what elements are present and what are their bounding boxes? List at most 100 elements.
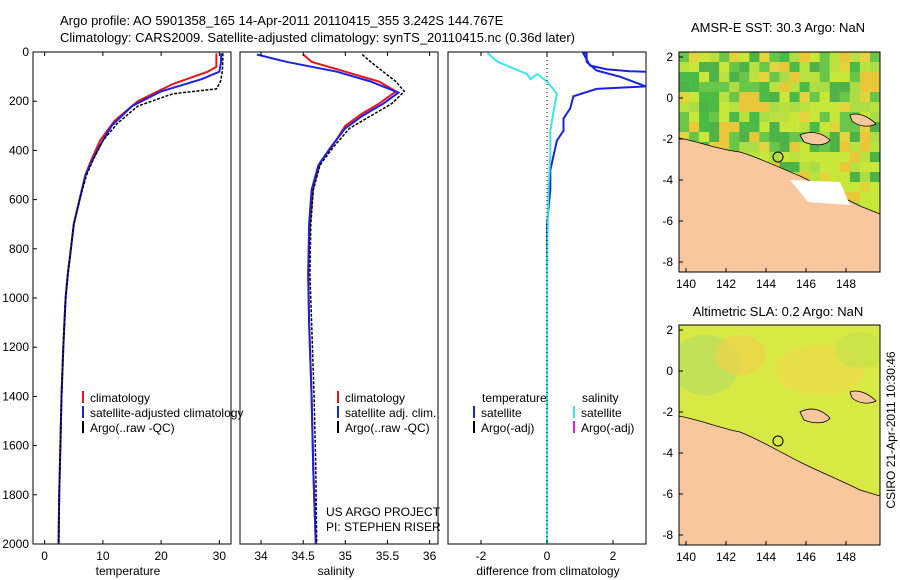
sst-map-cell — [759, 122, 770, 133]
sst-map-cell — [689, 72, 700, 83]
sst-map-cell — [799, 52, 810, 63]
sst-map-cell — [849, 152, 860, 163]
side-label: CSIRO 21-Apr-2011 10:30:46 — [884, 351, 898, 509]
sst-map-cell — [839, 182, 850, 193]
sst-map-cell — [859, 62, 870, 73]
sst-map-cell — [769, 102, 780, 113]
y-tick-label: 600 — [9, 193, 29, 207]
sst-map-cell — [839, 132, 850, 143]
sst-map-cell — [739, 142, 750, 153]
sst-map-cell — [869, 172, 880, 183]
y-tick-label: 200 — [9, 94, 29, 108]
sst-map-cell — [719, 142, 730, 153]
legend-temp-argo-label: Argo(-adj) — [481, 421, 534, 435]
legend-climatology-label: climatology — [90, 391, 150, 405]
sst-map-cell — [709, 62, 720, 73]
sst-map-cell — [809, 112, 820, 123]
sst-map-cell — [799, 72, 810, 83]
sst-map-cell — [859, 192, 870, 203]
sst-map-cell — [829, 52, 840, 63]
sst-map-cell — [719, 52, 730, 63]
sst-map-cell — [689, 62, 700, 73]
map-y-tick-label: -2 — [662, 132, 673, 146]
header-line-2: Climatology: CARS2009. Satellite-adjuste… — [60, 30, 575, 45]
y-tick-label: 800 — [9, 242, 29, 256]
sst-map-cell — [739, 112, 750, 123]
legend-argo-label: Argo(..raw -QC) — [90, 421, 175, 435]
sst-map-cell — [839, 72, 850, 83]
difference-plot — [486, 52, 646, 544]
map-x-tick-label: 144 — [756, 277, 776, 291]
sst-map-cell — [809, 52, 820, 63]
sst-map-cell — [749, 122, 760, 133]
sst-map-cell — [769, 122, 780, 133]
x-tick-label: 0 — [41, 549, 48, 563]
sst-map-cell — [739, 72, 750, 83]
sst-map-cell — [679, 52, 690, 63]
sla-map — [679, 325, 880, 545]
sst-map-cell — [729, 82, 740, 93]
sst-map-cell — [849, 82, 860, 93]
sst-map-cell — [699, 82, 710, 93]
map-x-tick-label: 140 — [676, 550, 696, 564]
sst-map-island — [849, 113, 877, 127]
sst-map-cell — [749, 52, 760, 63]
y-tick-label: 400 — [9, 143, 29, 157]
sst-map-cell — [849, 132, 860, 143]
sst-map-cell — [839, 142, 850, 153]
sst-map-cell — [779, 52, 790, 63]
sst-map-cell — [819, 142, 830, 153]
sst-map-cell — [739, 122, 750, 133]
map-y-tick-label: -8 — [662, 255, 673, 269]
sst-map-cell — [869, 162, 880, 173]
sst-map-cell — [859, 122, 870, 133]
sst-map-cell — [839, 162, 850, 173]
sst-map-cell — [849, 72, 860, 83]
sst-map-cell — [749, 102, 760, 113]
sst-map-cell — [819, 92, 830, 103]
sla-map-blob — [835, 332, 880, 368]
sst-map-cell — [789, 142, 800, 153]
sst-map-cell — [789, 122, 800, 133]
sst-map-cell — [819, 102, 830, 113]
sst-map-cell — [829, 172, 840, 183]
sst-map-cell — [699, 72, 710, 83]
sst-map-cell — [869, 182, 880, 193]
sst-map-title: AMSR-E SST: 30.3 Argo: NaN — [691, 20, 865, 35]
sst-map-cell — [849, 62, 860, 73]
x-tick-label: 2 — [610, 549, 617, 563]
sst-map-cell — [849, 192, 860, 203]
sst-map-cell — [869, 132, 880, 143]
sst-map-cell — [839, 82, 850, 93]
sst-map-cell — [869, 102, 880, 113]
sst-map-cell — [709, 92, 720, 103]
sst-map-cell — [849, 182, 860, 193]
sst-map-cell — [779, 142, 790, 153]
sla-map-title: Altimetric SLA: 0.2 Argo: NaN — [693, 304, 864, 319]
map-x-tick-label: 146 — [796, 277, 816, 291]
sst-map-cell — [789, 82, 800, 93]
temperature-panel-frame — [32, 51, 232, 545]
x-tick-label: 34 — [254, 549, 268, 563]
salinity-series-argo — [309, 53, 406, 544]
sst-map-cell — [759, 142, 770, 153]
sst-map-cell — [809, 142, 820, 153]
map-y-tick-label: 0 — [666, 91, 673, 105]
legend-climatology-label: climatology — [345, 391, 405, 405]
sst-map-cell — [729, 72, 740, 83]
x-tick-label: 20 — [154, 549, 168, 563]
sst-map-cell — [839, 112, 850, 123]
sst-map-cell — [819, 52, 830, 63]
map-y-tick-label: -2 — [662, 405, 673, 419]
sst-map-cell — [739, 132, 750, 143]
sst-map-cell — [789, 52, 800, 63]
y-tick-label: 1200 — [2, 340, 29, 354]
map-y-tick-label: -6 — [662, 214, 673, 228]
sst-map-cell — [739, 82, 750, 93]
sla-map-frame — [678, 324, 881, 546]
temperature-series-satellite — [57, 53, 223, 544]
sst-map-cell — [719, 92, 730, 103]
sst-map-cell — [699, 52, 710, 63]
sst-map-cell — [789, 72, 800, 83]
y-tick-label: 0 — [22, 45, 29, 59]
